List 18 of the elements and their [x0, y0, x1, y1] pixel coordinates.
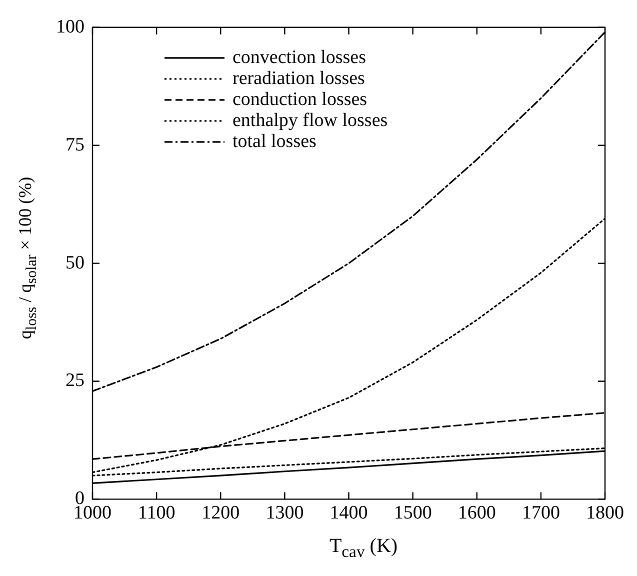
x-tick-label: 1400	[330, 502, 368, 524]
x-tick-label: 1700	[522, 502, 560, 524]
legend-label: reradiation losses	[232, 68, 365, 89]
x-tick-label: 1500	[394, 502, 432, 524]
legend-label: total losses	[232, 130, 316, 152]
y-tick-label: 50	[66, 252, 84, 274]
x-tick-label: 1600	[458, 502, 496, 524]
y-tick-label: 100	[56, 16, 84, 38]
legend-label: convection losses	[232, 46, 366, 68]
y-tick-label: 75	[66, 134, 84, 156]
legend-label: enthalpy flow losses	[232, 110, 388, 131]
legend-label: conduction losses	[232, 88, 368, 110]
y-tick-label: 25	[66, 370, 84, 392]
x-tick-label: 1300	[266, 502, 304, 524]
x-tick-label: 1800	[586, 502, 624, 524]
x-axis-title: T$_{cav}$ (K)	[328, 535, 399, 562]
x-tick-label: 1200	[202, 502, 240, 524]
x-tick-label: 1100	[138, 502, 176, 524]
